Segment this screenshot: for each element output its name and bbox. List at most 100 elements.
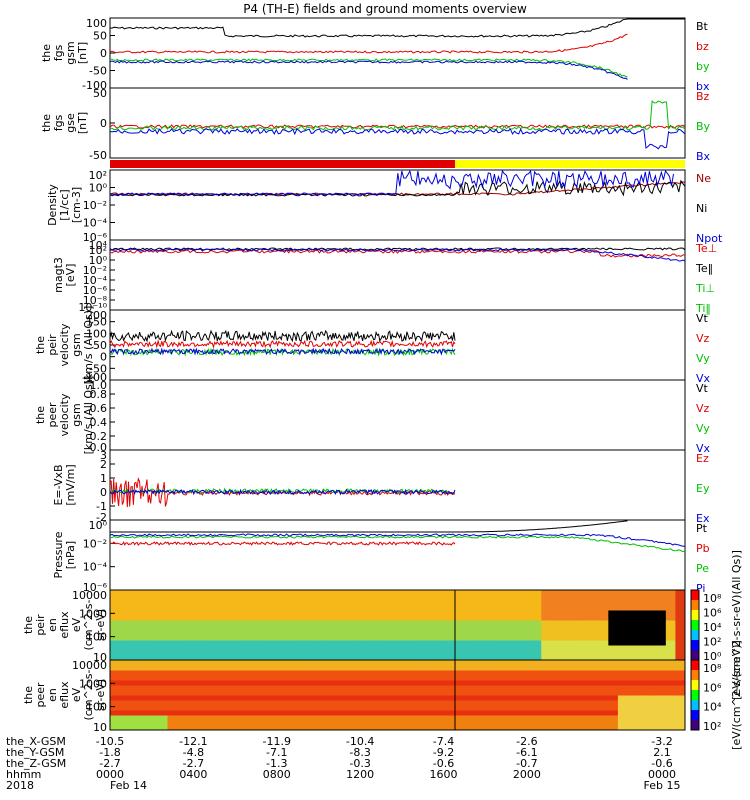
heatmap-cell <box>560 725 571 731</box>
heatmap-cell <box>474 680 485 686</box>
heatmap-cell <box>148 665 159 671</box>
heatmap-cell <box>627 700 638 706</box>
heatmap-cell <box>474 715 485 721</box>
heatmap-cell <box>263 625 274 631</box>
heatmap-cell <box>387 610 398 616</box>
panel-frame <box>109 379 686 451</box>
heatmap-cell <box>617 605 628 611</box>
heatmap-cell <box>263 660 274 666</box>
heatmap-cell <box>617 670 628 676</box>
heatmap-cell <box>550 720 561 726</box>
heatmap-cell <box>637 650 648 656</box>
heatmap-cell <box>167 590 178 596</box>
heatmap-cell <box>340 710 351 716</box>
heatmap-cell <box>225 710 236 716</box>
heatmap-cell <box>205 710 216 716</box>
heatmap-cell <box>167 705 178 711</box>
heatmap-cell <box>148 590 159 596</box>
heatmap-cell <box>349 690 360 696</box>
heatmap-cell <box>531 595 542 601</box>
heatmap-cell <box>340 720 351 726</box>
heatmap-cell <box>407 690 418 696</box>
heatmap-cell <box>177 715 188 721</box>
heatmap-cell <box>138 720 149 726</box>
heatmap-cell <box>157 710 168 716</box>
heatmap-cell <box>665 645 676 651</box>
heatmap-cell <box>387 705 398 711</box>
heatmap-cell <box>637 635 648 641</box>
heatmap-cell <box>522 650 533 656</box>
heatmap-cell <box>646 625 657 631</box>
heatmap-cell <box>205 610 216 616</box>
heatmap-cell <box>598 640 609 646</box>
heatmap-cell <box>167 645 178 651</box>
heatmap-cell <box>646 690 657 696</box>
heatmap-cell <box>119 605 130 611</box>
heatmap-cell <box>119 600 130 606</box>
heatmap-cell <box>637 695 648 701</box>
y-axis-label: the <box>34 406 47 424</box>
heatmap-cell <box>359 700 370 706</box>
heatmap-cell <box>464 590 475 596</box>
heatmap-cell <box>589 650 600 656</box>
heatmap-cell <box>637 725 648 731</box>
heatmap-cell <box>464 655 475 661</box>
series-Tiperp <box>109 248 686 262</box>
heatmap-cell <box>119 635 130 641</box>
heatmap-cell <box>177 625 188 631</box>
heatmap-cell <box>205 680 216 686</box>
heatmap-cell <box>225 655 236 661</box>
heatmap-cell <box>186 620 197 626</box>
heatmap-cell <box>502 720 513 726</box>
heatmap-cell <box>502 680 513 686</box>
heatmap-cell <box>397 725 408 731</box>
ephem-value: -1.3 <box>266 757 287 770</box>
heatmap-cell <box>656 645 667 651</box>
y-tick-label: 50 <box>93 339 107 352</box>
heatmap-cell <box>464 595 475 601</box>
heatmap-cell <box>225 610 236 616</box>
heatmap-cell <box>340 595 351 601</box>
heatmap-cell <box>272 705 283 711</box>
heatmap-cell <box>177 615 188 621</box>
ephem-value: -2.7 <box>99 757 120 770</box>
heatmap-cell <box>656 665 667 671</box>
heatmap-cell <box>292 645 303 651</box>
heatmap-cell <box>531 610 542 616</box>
heatmap-cell <box>253 610 264 616</box>
heatmap-cell <box>292 705 303 711</box>
heatmap-cell <box>157 680 168 686</box>
heatmap-cell <box>550 670 561 676</box>
y-axis-label: [km/s (All Qs)] <box>82 306 95 385</box>
heatmap-cell <box>205 645 216 651</box>
heatmap-cell <box>205 655 216 661</box>
heatmap-cell <box>656 655 667 661</box>
heatmap-cell <box>474 695 485 701</box>
series-Pe <box>109 535 686 553</box>
series-by <box>109 58 628 78</box>
heatmap-cell <box>119 715 130 721</box>
heatmap-cell <box>301 630 312 636</box>
heatmap-cell <box>177 605 188 611</box>
heatmap-cell <box>493 710 504 716</box>
y-tick-label: 0 <box>100 117 107 130</box>
legend-Bx: Bx <box>696 150 711 163</box>
heatmap-cell <box>675 590 686 596</box>
heatmap-cell <box>311 625 322 631</box>
heatmap-cell <box>512 705 523 711</box>
series-Pt <box>110 520 628 533</box>
heatmap-cell <box>598 630 609 636</box>
heatmap-cell <box>320 630 331 636</box>
heatmap-cell <box>196 670 207 676</box>
heatmap-cell <box>541 695 552 701</box>
heatmap-cell <box>311 665 322 671</box>
heatmap-cell <box>589 615 600 621</box>
heatmap-cell <box>215 610 226 616</box>
heatmap-cell <box>272 595 283 601</box>
heatmap-cell <box>627 720 638 726</box>
heatmap-cell <box>675 690 686 696</box>
legend-Ex: Ex <box>696 512 710 525</box>
heatmap-cell <box>340 635 351 641</box>
